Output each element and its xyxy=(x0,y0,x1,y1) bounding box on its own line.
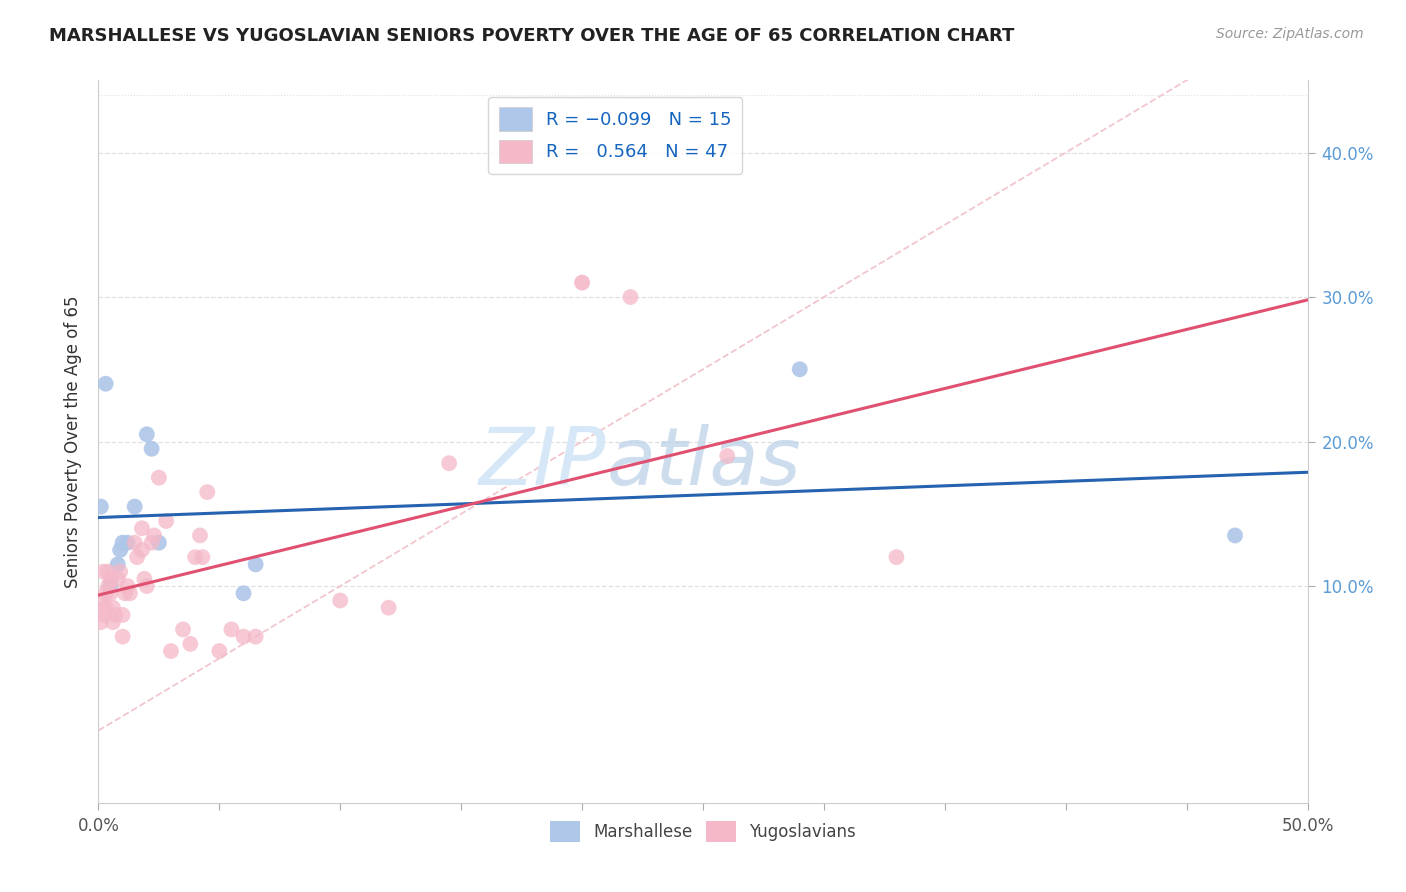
Point xyxy=(100,579,122,593)
Legend: Marshallese, Yugoslavians: Marshallese, Yugoslavians xyxy=(543,814,863,848)
Point xyxy=(143,528,166,542)
Point xyxy=(94,376,117,391)
Point xyxy=(148,471,170,485)
Point xyxy=(107,558,129,572)
Point xyxy=(104,607,127,622)
Point xyxy=(619,290,641,304)
Point xyxy=(172,623,194,637)
Point xyxy=(100,586,122,600)
Point xyxy=(571,276,593,290)
Point xyxy=(111,630,134,644)
Point xyxy=(134,572,156,586)
Point xyxy=(329,593,352,607)
Point xyxy=(245,630,267,644)
Point xyxy=(91,565,114,579)
Point xyxy=(716,449,738,463)
Point xyxy=(221,623,243,637)
Point xyxy=(437,456,460,470)
Point xyxy=(91,607,114,622)
Y-axis label: Seniors Poverty Over the Age of 65: Seniors Poverty Over the Age of 65 xyxy=(65,295,83,588)
Point xyxy=(90,593,112,607)
Point xyxy=(94,586,117,600)
Point xyxy=(118,586,141,600)
Point xyxy=(135,427,157,442)
Point xyxy=(245,558,267,572)
Point xyxy=(184,550,207,565)
Point xyxy=(232,586,254,600)
Point xyxy=(232,630,254,644)
Point xyxy=(117,579,139,593)
Point xyxy=(141,535,163,549)
Point xyxy=(124,500,146,514)
Point xyxy=(111,607,134,622)
Point xyxy=(886,550,908,565)
Point xyxy=(111,535,134,549)
Point xyxy=(148,535,170,549)
Text: ZIP: ZIP xyxy=(479,425,606,502)
Point xyxy=(135,579,157,593)
Point xyxy=(117,535,139,549)
Point xyxy=(124,535,146,549)
Point xyxy=(97,565,120,579)
Point xyxy=(97,579,120,593)
Point xyxy=(114,586,136,600)
Point xyxy=(94,600,117,615)
Point xyxy=(191,550,214,565)
Point xyxy=(131,521,153,535)
Point xyxy=(155,514,177,528)
Point xyxy=(127,550,149,565)
Point xyxy=(141,442,163,456)
Point xyxy=(107,572,129,586)
Point xyxy=(101,600,124,615)
Text: atlas: atlas xyxy=(606,425,801,502)
Point xyxy=(131,542,153,557)
Text: Source: ZipAtlas.com: Source: ZipAtlas.com xyxy=(1216,27,1364,41)
Point xyxy=(100,572,122,586)
Point xyxy=(1223,528,1246,542)
Text: MARSHALLESE VS YUGOSLAVIAN SENIORS POVERTY OVER THE AGE OF 65 CORRELATION CHART: MARSHALLESE VS YUGOSLAVIAN SENIORS POVER… xyxy=(49,27,1015,45)
Point xyxy=(789,362,811,376)
Point xyxy=(90,500,112,514)
Point xyxy=(101,615,124,630)
Point xyxy=(188,528,211,542)
Point xyxy=(160,644,183,658)
Point xyxy=(108,542,131,557)
Point xyxy=(377,600,399,615)
Point xyxy=(90,615,112,630)
Point xyxy=(195,485,218,500)
Point xyxy=(208,644,231,658)
Point xyxy=(108,565,131,579)
Point xyxy=(179,637,201,651)
